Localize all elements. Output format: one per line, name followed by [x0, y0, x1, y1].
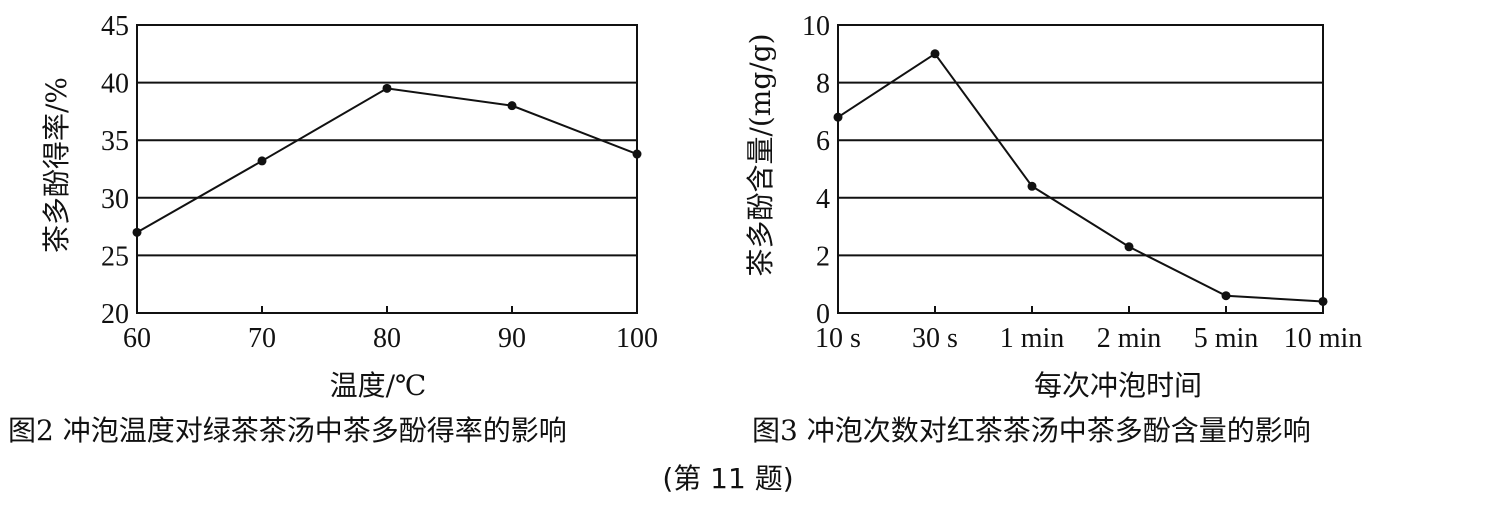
chart-tea-polyphenol-yield-vs-temperature: 20 25 30 35 40 45 60 70 80 90 100 温度/℃ 茶多酚得率/% 图2… — [8, 11, 658, 447]
c1-x-tick-label: 90 — [498, 323, 526, 354]
c1-x-tick-label: 80 — [373, 323, 401, 354]
c1-x-tick-label: 70 — [248, 323, 276, 354]
c2-x-tick-label: 1 min — [1000, 323, 1065, 354]
question-number-label: (第 11 题) — [662, 462, 793, 495]
chart2-plot-frame — [837, 24, 1324, 314]
chart2-x-ticks: 10 s 30 s 1 min 2 min 5 min 10 min — [815, 306, 1362, 354]
c1-x-tick-label: 100 — [616, 323, 658, 354]
c2-y-tick-label: 8 — [816, 69, 830, 100]
chart-tea-polyphenol-content-vs-brew-time: 0 2 4 6 8 10 10 s 30 s 1 min 2 min 5 min 10 min 每次… — [744, 11, 1362, 447]
c2-data-point — [1221, 291, 1231, 301]
c1-y-tick-label: 20 — [101, 299, 129, 330]
c2-x-tick-label: 2 min — [1097, 323, 1162, 354]
c1-data-point — [132, 227, 142, 237]
chart2-data-points — [833, 49, 1328, 306]
c2-data-point — [833, 112, 843, 122]
c2-data-point — [1318, 296, 1328, 306]
c2-y-tick-label: 0 — [816, 299, 830, 330]
c2-data-point — [1027, 181, 1037, 191]
chart1-y-axis-title: 茶多酚得率/% — [40, 77, 73, 253]
c2-y-tick-label: 6 — [816, 126, 830, 157]
chart1-x-ticks: 60 70 80 90 100 — [123, 306, 658, 354]
chart1-caption: 图2 冲泡温度对绿茶茶汤中茶多酚得率的影响 — [8, 414, 567, 447]
c2-x-tick-label: 5 min — [1194, 323, 1259, 354]
c2-x-tick-label: 10 s — [815, 323, 861, 354]
chart2-y-ticks: 0 2 4 6 8 10 — [802, 11, 830, 330]
chart2-caption: 图3 冲泡次数对红茶茶汤中茶多酚含量的影响 — [752, 414, 1311, 447]
chart1-x-axis-title: 温度/℃ — [330, 369, 427, 402]
c1-y-tick-label: 45 — [101, 11, 129, 42]
c1-y-tick-label: 25 — [101, 241, 129, 272]
chart2-y-axis-title: 茶多酚含量/(mg/g) — [744, 33, 777, 276]
c2-x-tick-label: 30 s — [912, 323, 958, 354]
c2-y-tick-label: 10 — [802, 11, 830, 42]
chart1-data-points — [132, 83, 642, 237]
chart1-y-ticks: 20 25 30 35 40 45 — [101, 11, 129, 330]
c2-y-tick-label: 2 — [816, 241, 830, 272]
c2-data-point — [930, 49, 940, 59]
c2-data-point — [1124, 242, 1134, 252]
c1-x-tick-label: 60 — [123, 323, 151, 354]
chart2-gridlines — [838, 81, 1323, 257]
c2-x-tick-label: 10 min — [1284, 323, 1363, 354]
c1-y-tick-label: 30 — [101, 184, 129, 215]
chart2-series-line — [837, 52, 1324, 303]
c1-data-point — [257, 156, 267, 166]
chart2-x-axis-title: 每次冲泡时间 — [1034, 369, 1202, 402]
c1-y-tick-label: 35 — [101, 126, 129, 157]
chart1-series-line — [136, 87, 638, 234]
c1-y-tick-label: 40 — [101, 69, 129, 100]
chart1-gridlines — [137, 81, 637, 257]
chart1-plot-frame — [136, 24, 638, 314]
c1-data-point — [632, 149, 642, 159]
c1-data-point — [507, 101, 517, 111]
c2-y-tick-label: 4 — [816, 184, 830, 215]
c1-data-point — [382, 83, 392, 93]
